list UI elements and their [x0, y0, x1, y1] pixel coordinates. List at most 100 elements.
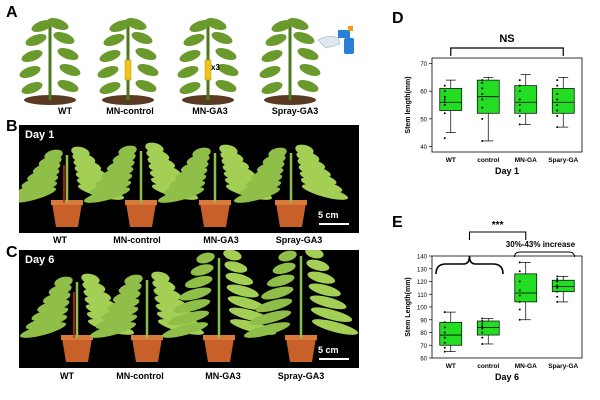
chart-e-box-1 — [476, 317, 500, 345]
chart-e-xtick-label: control — [477, 363, 499, 370]
chart-e-increase-bracket — [514, 251, 575, 258]
chart-d-box-0 — [439, 79, 463, 140]
chart-d-point — [556, 126, 559, 129]
chart-d-point — [481, 98, 484, 101]
chart-e-point — [518, 308, 521, 311]
chart-e-ytick-label: 60 — [420, 357, 427, 363]
chart-d-xtick-label: MN-GA — [515, 157, 537, 164]
microneedle-patch-mn-control — [124, 59, 132, 81]
chart-d-box-body — [514, 85, 538, 114]
photo-day1-label-mn-ga3: MN-GA3 — [203, 235, 239, 245]
chart-e-ytick-label: 110 — [417, 293, 427, 299]
chart-e-point — [518, 261, 521, 264]
chart-e-box-body — [551, 279, 575, 293]
schematic-plant-wt — [19, 17, 81, 105]
chart-e-point — [556, 280, 559, 283]
chart-d-box-body — [439, 88, 463, 111]
chart-d-point — [518, 109, 521, 112]
chart-e-ytick-label: 90 — [420, 318, 427, 324]
chart-e-curly-brace — [435, 255, 504, 275]
schematic-figure — [19, 17, 354, 105]
chart-d-point — [481, 81, 484, 84]
photo-day6-label-mn-control: MN-control — [116, 371, 164, 381]
schematic-plant-spray-ga3 — [259, 17, 321, 105]
chart-e-significance-label: *** — [492, 220, 504, 231]
chart-e-point — [556, 284, 559, 287]
chart-d-point — [443, 101, 446, 104]
chart-e-point — [556, 277, 559, 280]
chart-e-point — [481, 331, 484, 334]
chart-e-box-body — [476, 320, 500, 336]
chart-d-point — [518, 104, 521, 106]
chart-e-box-3 — [551, 275, 575, 303]
chart-d-point — [518, 98, 521, 101]
chart-e-point — [518, 270, 521, 273]
chart-d-point — [481, 117, 484, 120]
chart-e-point — [443, 350, 446, 353]
chart-d-point — [556, 104, 559, 106]
chart-e-point — [556, 290, 559, 293]
chart-d-point — [556, 84, 559, 87]
chart-e-point — [443, 336, 446, 339]
panel-label-e: E — [392, 214, 403, 231]
photo-day1-scale-bar — [319, 223, 349, 225]
chart-e-box-body — [514, 273, 538, 303]
photo-day6-label-spray-ga3: Spray-GA3 — [277, 371, 325, 381]
chart-d-point — [443, 137, 446, 140]
chart-d-point — [481, 87, 484, 90]
chart-e-point — [481, 320, 484, 323]
chart-d-point — [443, 104, 446, 106]
chart-d-point — [443, 95, 446, 98]
chart-e-point — [556, 295, 559, 298]
photo-day6-plant-spray-ga3 — [243, 247, 359, 362]
photo-day1-plant-mn-control — [83, 142, 199, 227]
chart-d-xlabel: Day 1 — [495, 166, 519, 176]
chart-e-ytick-label: 120 — [417, 280, 428, 286]
photo-day6-plant-mn-control — [89, 271, 205, 362]
chart-d-point — [443, 112, 446, 115]
chart-e-point — [443, 326, 446, 329]
photo-day1-plant-spray-ga3 — [233, 144, 349, 227]
chart-e-increase-label: 30%-43% increase — [506, 240, 576, 249]
chart-e-xlabel: Day 6 — [495, 372, 519, 382]
chart-e-point — [556, 300, 559, 303]
chart-e-point — [481, 317, 484, 320]
chart-e-ytick-label: 140 — [417, 255, 428, 261]
chart-e-point — [518, 294, 521, 297]
chart-d-point — [481, 106, 484, 109]
chart-e-ytick-label: 100 — [417, 306, 428, 312]
chart-e-point — [443, 341, 446, 344]
chart-e-point — [518, 318, 521, 321]
photo-day1-plants — [9, 142, 349, 227]
photo-day1-scale-label: 5 cm — [318, 210, 339, 220]
chart-e-ytick-label: 80 — [420, 331, 427, 337]
panel-label-b: B — [6, 118, 18, 135]
chart-d-point — [481, 92, 484, 95]
chart-d-xtick-label: Spary-GA — [548, 157, 578, 164]
schematic-label-mn-control: MN-control — [106, 106, 154, 116]
photo-day6: Day 6 5 cm — [19, 247, 359, 368]
photo-day1-label-spray-ga3: Spray-GA3 — [275, 235, 323, 245]
chart-d-xtick-label: control — [477, 157, 499, 164]
chart-e-point — [518, 300, 521, 303]
chart-d-point — [443, 98, 446, 101]
chart-d-point — [481, 139, 484, 142]
schematic-label-spray-ga3: Spray-GA3 — [271, 106, 319, 116]
chart-d-box-1 — [476, 77, 500, 142]
chart-d-frame — [431, 57, 583, 153]
chart-d-point — [443, 90, 446, 93]
chart-d-ytick-label: 60 — [420, 90, 427, 96]
chart-d-ytick-label: 50 — [420, 117, 427, 123]
chart-d-box-body — [551, 88, 575, 114]
photo-day6-plants — [19, 247, 359, 362]
photo-day6-label-wt: WT — [60, 371, 74, 381]
photo-day1: Day 1 5 cm — [9, 125, 359, 233]
photo-day1-label-wt: WT — [53, 235, 67, 245]
chart-d-point — [443, 84, 446, 87]
chart-e-xtick-label: WT — [446, 363, 456, 370]
photo-day6-plant-mn-ga3 — [161, 249, 277, 362]
chart-d-point — [556, 98, 559, 101]
chart-e-point — [443, 321, 446, 324]
chart-e-ytick-label: 130 — [417, 267, 428, 273]
panel-label-d: D — [392, 10, 404, 27]
